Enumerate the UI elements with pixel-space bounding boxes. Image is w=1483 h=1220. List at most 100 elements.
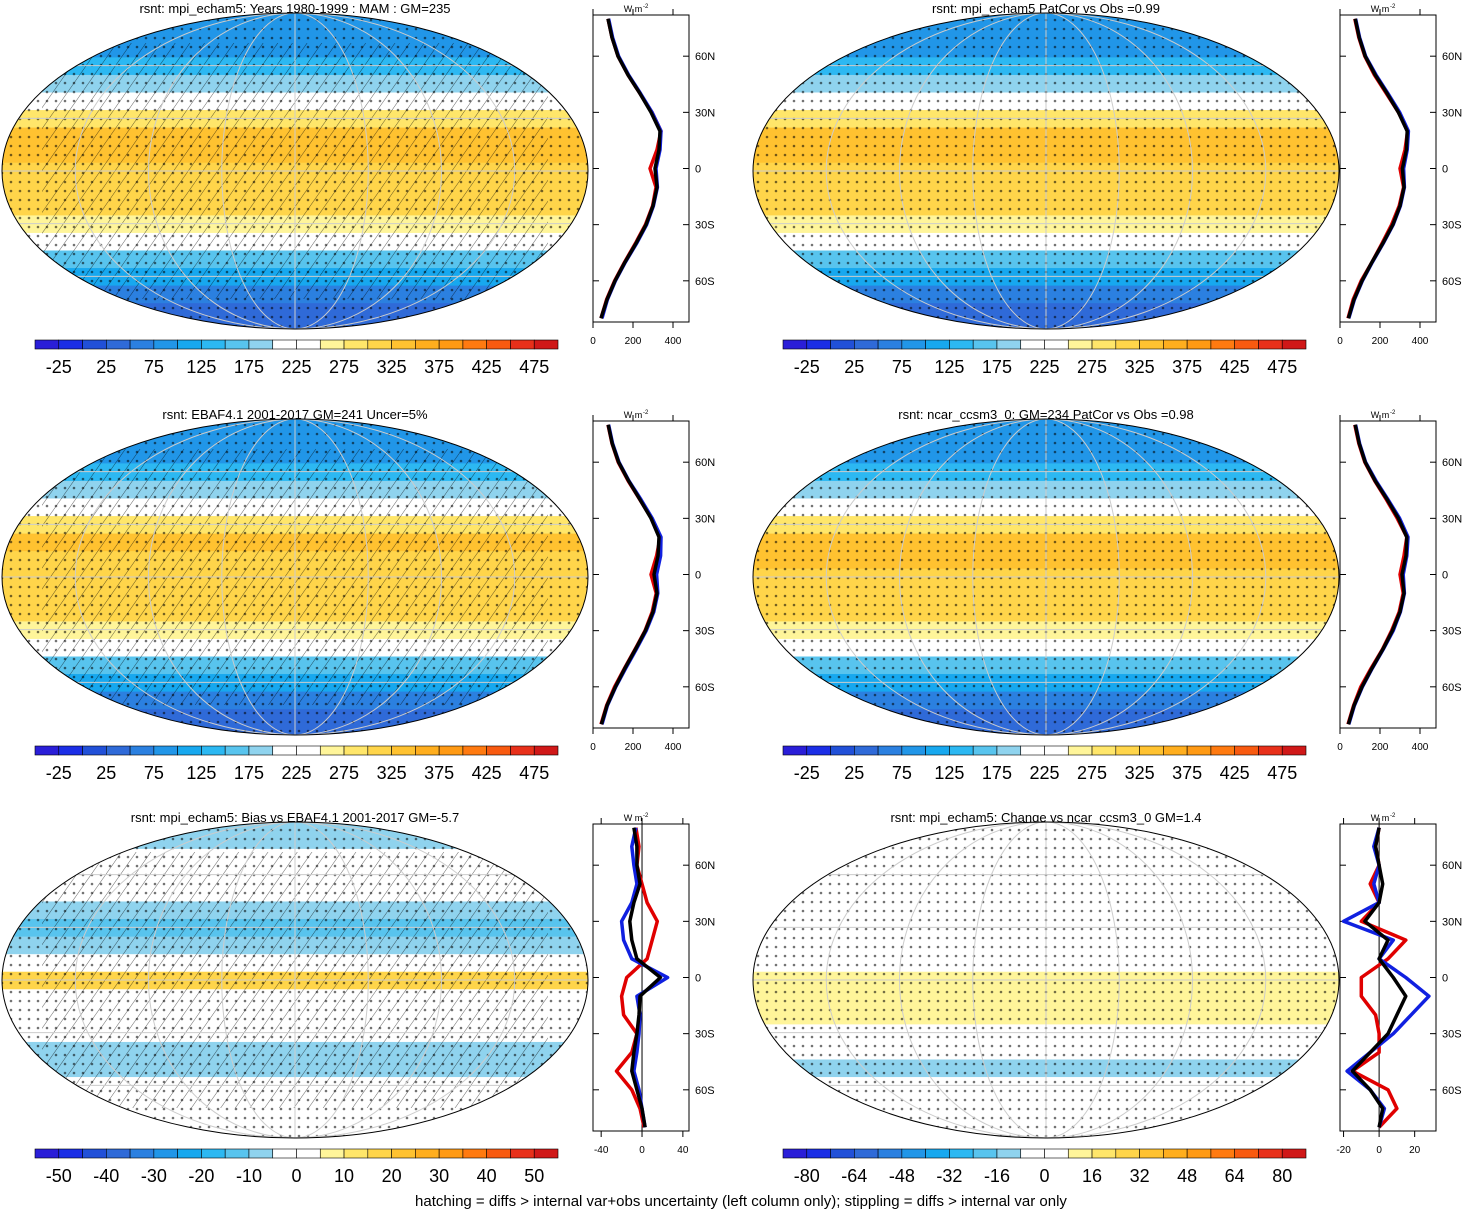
colorbar-box <box>1258 339 1283 350</box>
units-exponent: -2 <box>643 4 649 10</box>
y-tick-label: 0 <box>695 164 701 176</box>
colorbar-box <box>854 1148 879 1159</box>
footer: hatching = diffs > internal var+obs unce… <box>415 1193 1067 1210</box>
colorbar-box <box>1186 1148 1212 1159</box>
colorbar-box <box>319 1148 345 1159</box>
colorbar-label: 375 <box>424 763 454 783</box>
y-tick-label: 60S <box>695 1085 715 1097</box>
colorbar-label: 125 <box>186 357 216 377</box>
colorbar-box <box>153 339 178 350</box>
graticule <box>899 822 1193 1138</box>
colorbar-box <box>996 339 1022 350</box>
colorbar-label: -25 <box>46 763 72 783</box>
colorbar-box <box>106 339 131 350</box>
colorbar-label: 125 <box>934 357 964 377</box>
colorbar-box <box>925 745 950 756</box>
y-tick-label: 30N <box>695 513 715 525</box>
zonal-line <box>599 424 661 725</box>
y-tick-label: 30S <box>695 626 715 638</box>
colorbar-box <box>82 745 107 756</box>
zonal-line <box>1350 827 1408 1128</box>
y-tick-label: 30N <box>1442 916 1462 928</box>
graticule <box>825 419 1267 735</box>
y-tick-label: 30S <box>1442 220 1462 232</box>
colorbar-box <box>129 339 155 350</box>
units: W m <box>1371 813 1390 823</box>
graticule <box>825 822 1267 1138</box>
colorbar-label: 75 <box>892 357 912 377</box>
y-tick-label: 60N <box>695 860 715 872</box>
colorbar-box <box>486 1148 511 1159</box>
y-tick-label: 60S <box>695 276 715 288</box>
units-exponent: -2 <box>1390 813 1396 819</box>
colorbar-box <box>1020 745 1045 756</box>
colorbar-box <box>1115 1148 1140 1159</box>
colorbar-label: 325 <box>377 763 407 783</box>
y-tick-label: 60S <box>1442 276 1462 288</box>
colorbar-label: 125 <box>934 763 964 783</box>
colorbar-label: -50 <box>46 1166 72 1186</box>
colorbar-box <box>1281 1148 1307 1159</box>
graticule <box>74 13 516 329</box>
colorbar-box <box>129 745 155 756</box>
colorbar-box <box>248 745 274 756</box>
x-tick-label: 400 <box>1412 336 1429 347</box>
x-tick-label: -40 <box>594 1145 609 1156</box>
colorbar-box <box>34 745 60 756</box>
colorbar-label: 275 <box>1077 763 1107 783</box>
colorbar-label: 225 <box>1029 357 1059 377</box>
graticule <box>825 13 1267 329</box>
zonal-frame <box>592 14 690 323</box>
y-tick-label: 60S <box>1442 1085 1462 1097</box>
colorbar-label: 125 <box>186 763 216 783</box>
units-exponent: -2 <box>643 813 649 819</box>
colorbar-label: 225 <box>281 763 311 783</box>
colorbar-box <box>782 1148 808 1159</box>
colorbar-label: 40 <box>477 1166 497 1186</box>
x-tick-label: -20 <box>1336 1145 1351 1156</box>
colorbar-label: 48 <box>1177 1166 1197 1186</box>
panel-title: rsnt: mpi_echam5: Change vs ncar_ccsm3_0… <box>890 810 1201 825</box>
y-tick-label: 60S <box>695 682 715 694</box>
colorbar-box <box>949 745 974 756</box>
graticule <box>148 822 442 1138</box>
colorbar-box <box>391 339 416 350</box>
colorbar-box <box>830 745 855 756</box>
colorbar-label: 175 <box>234 357 264 377</box>
y-tick-label: 30S <box>695 1029 715 1041</box>
y-tick-label: 30S <box>1442 1029 1462 1041</box>
colorbar-box <box>1044 1148 1069 1159</box>
colorbar-box <box>1067 339 1093 350</box>
colorbar-box <box>367 339 392 350</box>
map <box>2 419 588 735</box>
colorbar-label: 175 <box>234 763 264 783</box>
colorbar-label: 25 <box>844 357 864 377</box>
colorbar-box <box>1210 745 1235 756</box>
colorbar-label: 0 <box>291 1166 301 1186</box>
colorbar-box <box>248 339 274 350</box>
x-tick-label: 400 <box>1412 742 1429 753</box>
units-exponent: -2 <box>1390 4 1396 10</box>
colorbar-box <box>129 1148 155 1159</box>
colorbar-label: 425 <box>472 763 502 783</box>
colorbar-label: 275 <box>329 357 359 377</box>
colorbar-label: 25 <box>844 763 864 783</box>
graticule <box>221 822 369 1138</box>
graticule <box>221 419 369 735</box>
zonal-line <box>619 827 670 1128</box>
colorbar-label: 475 <box>1267 357 1297 377</box>
colorbar-box <box>486 339 511 350</box>
map <box>753 13 1339 329</box>
zonal-line <box>1346 424 1409 725</box>
x-tick-label: 200 <box>1372 742 1389 753</box>
graticule <box>899 419 1193 735</box>
graticule <box>148 419 442 735</box>
colorbar-box <box>224 339 250 350</box>
map-outline <box>752 821 1340 1139</box>
x-tick-label: 200 <box>625 742 642 753</box>
graticule <box>972 822 1120 1138</box>
x-tick-label: 400 <box>665 742 682 753</box>
colorbar-box <box>82 339 107 350</box>
colorbar-box <box>201 1148 226 1159</box>
colorbar-box <box>486 745 511 756</box>
